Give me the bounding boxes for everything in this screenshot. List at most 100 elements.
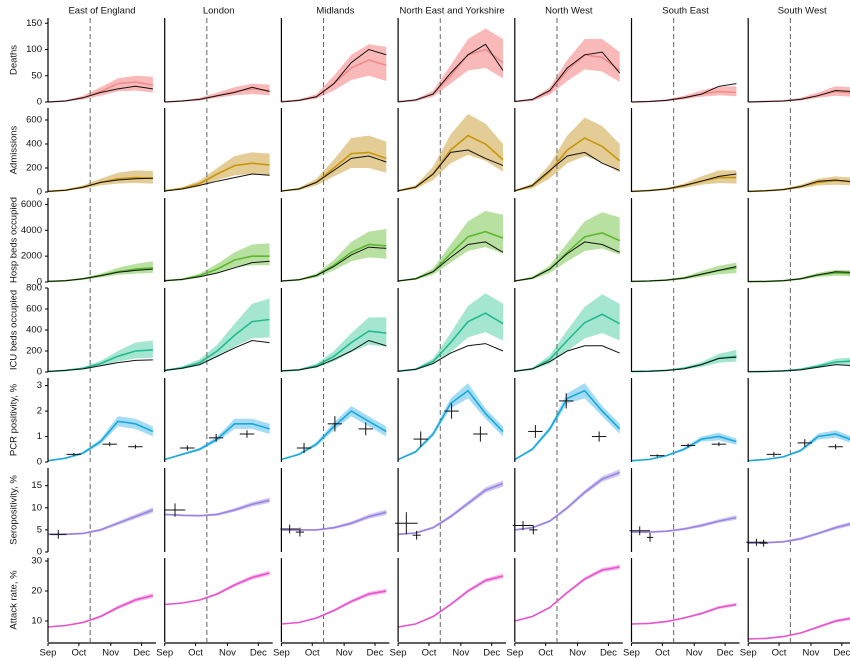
x-tick-label: Dec: [250, 648, 267, 659]
y-tick-label: 30: [31, 556, 42, 567]
x-tick-label: Nov: [336, 648, 353, 659]
y-tick-label: 2: [37, 406, 42, 417]
x-tick-label: Nov: [102, 648, 119, 659]
observed-line: [281, 339, 387, 372]
x-tick-label: Dec: [600, 648, 617, 659]
uncertainty-band: [164, 570, 270, 606]
observed-line: [47, 359, 153, 372]
y-tick-label: 600: [26, 115, 42, 126]
uncertainty-band: [514, 383, 620, 460]
y-tick-label: 0: [37, 97, 42, 108]
row-label: Admissions: [9, 125, 20, 174]
uncertainty-band: [631, 432, 737, 461]
model-median: [398, 482, 504, 536]
x-tick-label: Dec: [483, 648, 500, 659]
model-median: [281, 511, 387, 531]
observed-line: [164, 260, 270, 282]
observed-line: [631, 356, 737, 372]
observed-line: [748, 271, 850, 283]
uncertainty-band: [398, 573, 503, 628]
model-median: [281, 410, 387, 461]
x-tick-label: Oct: [422, 648, 437, 659]
column-title: North East and Yorkshire: [400, 6, 505, 17]
column-title: London: [203, 6, 235, 17]
model-median: [397, 389, 504, 461]
x-tick-label: Dec: [833, 648, 850, 659]
x-tick-label: Nov: [219, 648, 236, 659]
uncertainty-band: [281, 44, 387, 102]
uncertainty-band: [281, 135, 387, 192]
uncertainty-band: [748, 269, 850, 282]
uncertainty-band: [164, 243, 270, 282]
y-tick-label: 5: [37, 524, 42, 535]
model-median: [397, 575, 504, 628]
model-median: [164, 572, 270, 606]
x-tick-label: Sep: [273, 648, 290, 659]
x-tick-label: Nov: [802, 648, 819, 659]
column-title: South East: [662, 6, 709, 17]
y-tick-label: 50: [31, 70, 42, 81]
x-tick-label: Dec: [717, 648, 734, 659]
x-tick-label: Nov: [686, 648, 703, 659]
row-label: PCR positivity, %: [9, 383, 20, 456]
model-median: [748, 433, 850, 462]
uncertainty-band: [48, 593, 153, 628]
row-label: ICU beds occupied: [9, 290, 20, 370]
y-tick-label: 200: [26, 346, 42, 357]
model-median: [514, 137, 621, 192]
x-tick-label: Nov: [569, 648, 586, 659]
uncertainty-band: [514, 117, 620, 192]
model-median: [631, 435, 737, 462]
y-tick-label: 0: [37, 547, 42, 558]
x-tick-label: Sep: [623, 648, 640, 659]
uncertainty-band: [281, 229, 387, 282]
y-tick-label: 100: [26, 44, 42, 55]
observed-line: [514, 241, 620, 282]
observed-line: [398, 343, 504, 372]
x-tick-label: Dec: [367, 648, 384, 659]
row-label: Seropositivity, %: [9, 475, 20, 545]
y-tick-label: 2000: [21, 251, 42, 262]
y-tick-label: 20: [31, 586, 42, 597]
column-title: Midlands: [316, 6, 354, 17]
uncertainty-band: [631, 349, 737, 372]
y-tick-label: 0: [37, 367, 42, 378]
uncertainty-band: [514, 212, 620, 282]
model-median: [48, 509, 154, 536]
row-label: Hosp beds occupied: [9, 197, 20, 283]
uncertainty-band: [164, 298, 270, 371]
observed-line: [514, 345, 620, 372]
observed-line: [631, 173, 737, 192]
uncertainty-band: [398, 293, 503, 372]
y-tick-label: 3: [37, 380, 42, 391]
x-tick-label: Nov: [452, 648, 469, 659]
model-median: [164, 499, 270, 517]
model-median: [631, 516, 737, 533]
y-tick-label: 400: [26, 139, 42, 150]
x-tick-label: Sep: [506, 648, 523, 659]
x-tick-label: Oct: [538, 648, 553, 659]
uncertainty-band: [631, 86, 737, 102]
observed-line: [47, 177, 153, 192]
y-tick-label: 6000: [21, 199, 42, 210]
model-median: [514, 566, 620, 622]
uncertainty-band: [164, 152, 270, 192]
x-tick-label: Oct: [655, 648, 670, 659]
y-tick-label: 400: [26, 325, 42, 336]
uncertainty-band: [48, 507, 153, 536]
model-median: [47, 420, 154, 462]
x-tick-label: Oct: [71, 648, 86, 659]
uncertainty-band: [748, 176, 850, 192]
x-tick-label: Sep: [740, 648, 757, 659]
uncertainty-band: [281, 509, 387, 531]
y-tick-label: 800: [26, 283, 42, 294]
column-title: North West: [545, 6, 593, 17]
row-label: Attack rate, %: [9, 570, 20, 630]
observed-line: [748, 364, 850, 373]
uncertainty-band: [281, 406, 387, 460]
observed-line: [47, 85, 153, 103]
y-tick-label: 1: [37, 431, 42, 442]
observed-line: [281, 155, 387, 192]
observed-line: [398, 241, 504, 282]
